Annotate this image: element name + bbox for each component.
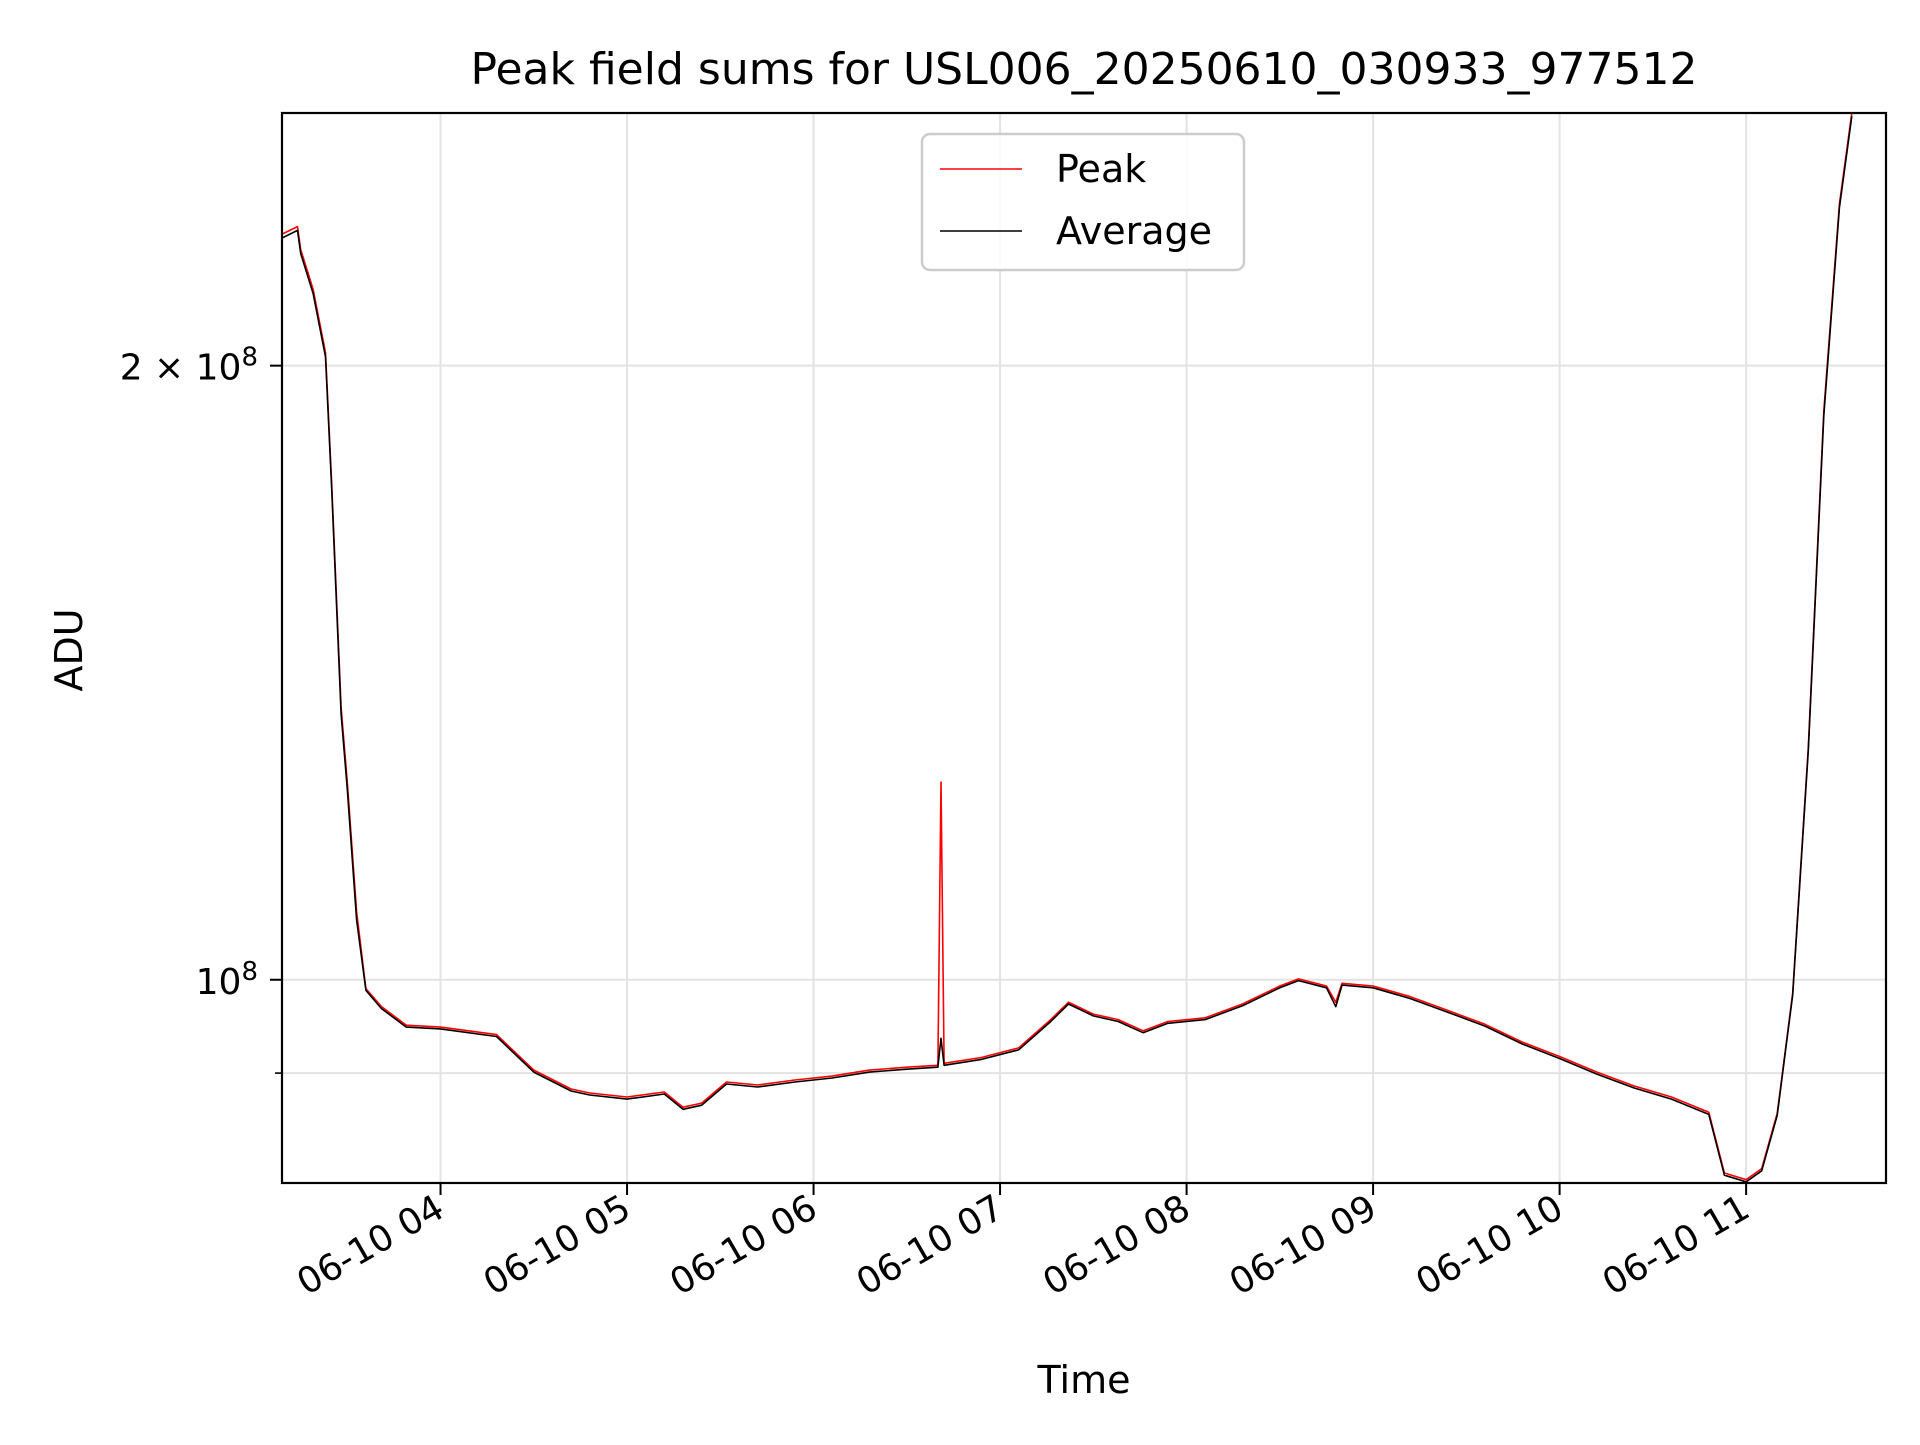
y-tick-label-exponent: 8 bbox=[241, 343, 258, 373]
legend-peak-label: Peak bbox=[1056, 147, 1146, 191]
y-tick-label-exponent: 8 bbox=[241, 957, 258, 987]
y-tick-label: 2 × 108 bbox=[120, 343, 258, 389]
y-tick-label: 108 bbox=[196, 957, 258, 1003]
y-axis-label: ADU bbox=[47, 608, 91, 691]
series-layer bbox=[282, 113, 1853, 1183]
legend: Peak Average bbox=[920, 132, 1246, 272]
series-line-peak bbox=[282, 113, 1853, 1181]
y-tick-label-base: 10 bbox=[196, 962, 242, 1003]
legend-average-label: Average bbox=[1056, 209, 1212, 253]
grid-lines bbox=[282, 113, 1886, 1183]
x-axis-label: Time bbox=[1037, 1358, 1131, 1402]
series-line-average bbox=[282, 116, 1853, 1183]
y-tick-label-base: 2 × 10 bbox=[120, 348, 242, 389]
plot-frame bbox=[280, 111, 1888, 1185]
legend-box bbox=[920, 132, 1246, 272]
chart-title: Peak field sums for USL006_20250610_0309… bbox=[471, 44, 1698, 95]
